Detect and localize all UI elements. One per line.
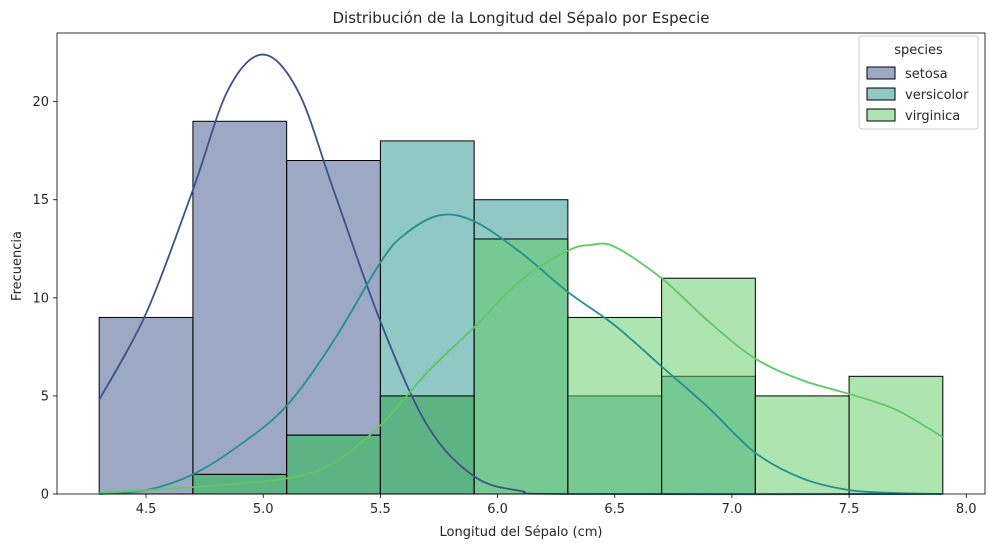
bars-layer — [98, 120, 944, 495]
x-tick-label: 5.0 — [253, 502, 274, 517]
chart-title: Distribución de la Longitud del Sépalo p… — [332, 9, 709, 27]
legend-title: species — [894, 43, 943, 58]
y-tick-label: 20 — [32, 95, 49, 110]
bar-setosa-0 — [98, 316, 194, 495]
y-tick-label: 10 — [32, 291, 49, 306]
y-tick-label: 15 — [32, 193, 49, 208]
x-tick-label: 7.5 — [839, 502, 860, 517]
legend-box — [858, 35, 979, 130]
x-tick-label: 4.5 — [136, 502, 157, 517]
x-tick-label: 5.5 — [370, 502, 391, 517]
legend-label-virginica: virginica — [905, 109, 960, 124]
legend-label-setosa: setosa — [905, 67, 948, 82]
x-tick-label: 7.0 — [722, 502, 743, 517]
kde-line-virginica — [99, 242, 944, 494]
bar-virginica-6 — [661, 277, 756, 495]
legend-swatch-setosa — [866, 66, 896, 80]
bar-virginica-8 — [848, 375, 944, 495]
y-tick-label: 0 — [41, 488, 49, 503]
y-axis-label: Frecuencia — [10, 231, 25, 301]
legend-swatch-virginica — [866, 108, 896, 122]
x-tick-label: 8.0 — [956, 502, 977, 517]
bar-virginica-4 — [473, 238, 569, 495]
x-axis: 4.5 5.0 5.5 6.0 6.5 7.0 7.5 8.0 — [136, 494, 977, 517]
y-axis: 0 5 10 15 20 — [32, 95, 57, 503]
bar-virginica-2 — [286, 434, 381, 495]
legend-label-versicolor: versicolor — [905, 88, 969, 103]
plot-frame — [56, 32, 986, 495]
x-tick-label: 6.0 — [487, 502, 508, 517]
kde-line-versicolor — [99, 213, 943, 495]
bar-virginica-7 — [754, 395, 850, 495]
legend: species setosa versicolor virginica — [858, 35, 979, 130]
x-axis-label: Longitud del Sépalo (cm) — [440, 525, 603, 540]
y-tick-label: 5 — [41, 389, 49, 404]
bar-setosa-1 — [192, 120, 288, 495]
bar-virginica-5 — [567, 316, 663, 495]
x-tick-label: 6.5 — [604, 502, 625, 517]
bar-virginica-3 — [379, 395, 475, 495]
legend-swatch-versicolor — [866, 87, 896, 101]
